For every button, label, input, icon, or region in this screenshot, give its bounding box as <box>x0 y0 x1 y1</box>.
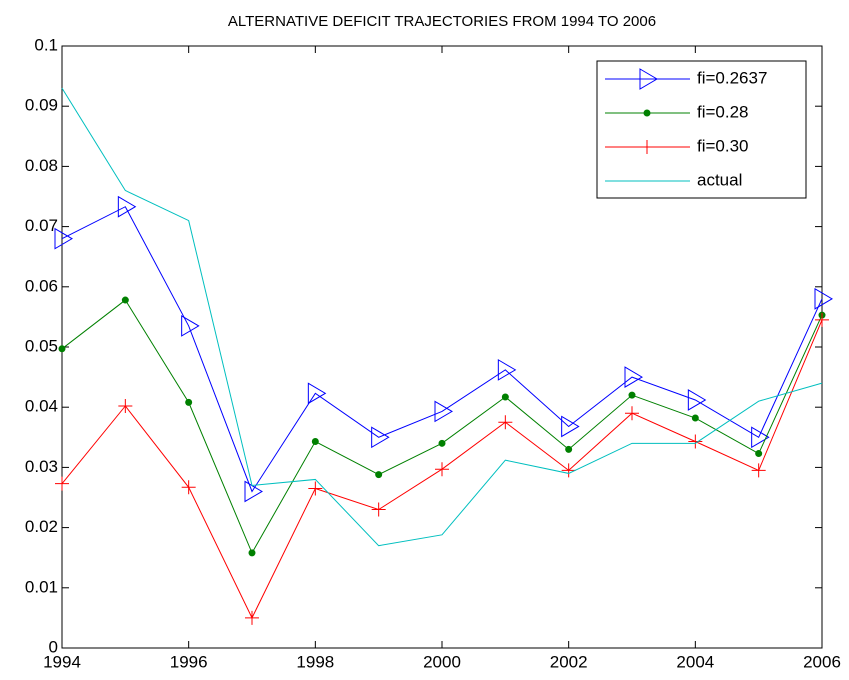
marker <box>688 434 703 449</box>
legend-marker <box>639 68 658 90</box>
marker <box>755 450 763 458</box>
legend-label: fi=0.28 <box>697 102 749 121</box>
y-tick-label: 0.06 <box>25 276 58 295</box>
series-line <box>61 206 823 493</box>
x-tick-label: 1994 <box>43 652 81 671</box>
marker <box>117 195 137 218</box>
marker <box>497 359 517 381</box>
marker <box>435 462 449 477</box>
x-tick-label: 1996 <box>170 652 208 671</box>
y-tick-label: 0.01 <box>25 577 58 596</box>
y-tick-label: 0.04 <box>25 397 58 416</box>
marker <box>625 406 639 421</box>
marker <box>687 389 707 411</box>
legend-label: actual <box>697 170 742 189</box>
marker <box>371 426 390 449</box>
marker <box>815 312 829 327</box>
marker <box>54 227 73 250</box>
x-tick-label: 2002 <box>550 652 588 671</box>
marker <box>307 382 327 405</box>
marker <box>628 391 636 399</box>
marker <box>244 480 263 503</box>
y-tick-label: 0.02 <box>25 517 58 536</box>
marker <box>118 398 133 413</box>
y-tick-label: 0.1 <box>34 35 58 54</box>
marker <box>561 415 580 438</box>
y-tick-label: 0.09 <box>25 96 58 115</box>
y-tick-label: 0.08 <box>25 156 58 175</box>
marker <box>55 476 69 491</box>
legend-label: fi=0.30 <box>697 136 749 155</box>
marker <box>751 463 766 478</box>
marker <box>245 610 259 625</box>
legend-box <box>596 60 807 199</box>
y-tick-label: 0.03 <box>25 457 58 476</box>
marker <box>561 463 576 478</box>
x-tick-label: 1998 <box>296 652 334 671</box>
marker <box>691 414 699 422</box>
marker <box>121 296 129 304</box>
marker <box>375 471 383 479</box>
marker <box>565 445 573 453</box>
marker <box>438 439 446 447</box>
y-tick-label: 0 <box>49 637 58 656</box>
legend-marker <box>640 140 654 154</box>
marker <box>248 549 256 557</box>
marker <box>371 502 386 517</box>
legend-marker <box>643 109 651 117</box>
marker <box>814 287 833 310</box>
marker <box>501 393 509 401</box>
marker <box>498 415 513 430</box>
marker <box>181 480 196 495</box>
x-tick-label: 2004 <box>676 652 714 671</box>
marker <box>751 426 770 449</box>
marker <box>181 315 200 337</box>
x-tick-label: 2000 <box>423 652 461 671</box>
marker <box>185 398 193 406</box>
marker <box>58 345 66 353</box>
legend-label: fi=0.2637 <box>697 68 767 87</box>
marker <box>308 481 323 496</box>
y-tick-label: 0.07 <box>25 216 58 235</box>
marker <box>311 438 319 446</box>
series-line <box>61 87 823 547</box>
x-tick-label: 2006 <box>803 652 841 671</box>
chart-title: ALTERNATIVE DEFICIT TRAJECTORIES FROM 19… <box>228 13 656 30</box>
marker <box>624 366 643 388</box>
y-tick-label: 0.05 <box>25 336 58 355</box>
marker <box>434 400 453 423</box>
